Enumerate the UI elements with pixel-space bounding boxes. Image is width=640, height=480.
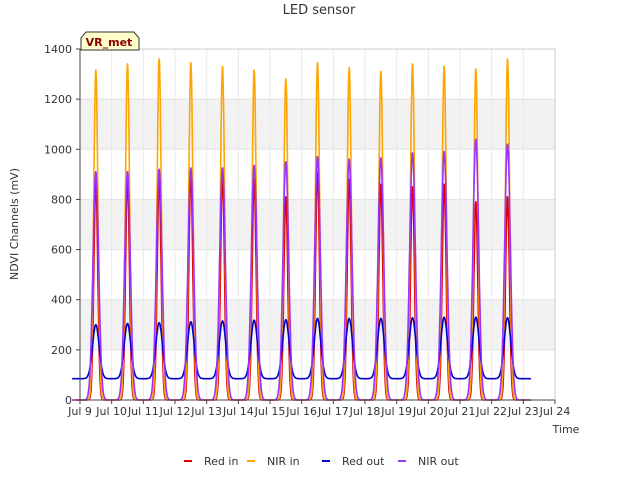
legend-label: Red out [342, 455, 385, 468]
x-tick-label: Jul 19 [380, 405, 412, 418]
data-point [126, 322, 129, 325]
data-point [380, 157, 382, 159]
y-tick-label: 1400 [44, 43, 72, 56]
x-tick-label: Jul 17 [317, 405, 349, 418]
data-point [221, 320, 224, 322]
data-point [285, 161, 287, 163]
series-line [71, 316, 532, 380]
data-point [285, 196, 287, 198]
data-point [285, 318, 287, 321]
x-tick-label: Jul 14 [222, 405, 254, 418]
plot-bands [80, 99, 555, 350]
x-tick-label: Jul 11 [127, 405, 159, 418]
data-point [475, 316, 477, 319]
x-tick-label: Jul 21 [444, 405, 476, 418]
plot-band [80, 199, 555, 250]
y-tick-labels: 0 200 400 600 800 1000 1200 1400 [44, 43, 80, 407]
x-tick-label: Jul 22 [475, 405, 507, 418]
data-point [411, 316, 414, 319]
data-point [411, 186, 414, 188]
data-point [95, 69, 97, 72]
data-point [506, 143, 509, 146]
data-point [158, 321, 160, 324]
y-axis-label: NDVI Channels (mV) [8, 168, 21, 280]
data-point [316, 156, 319, 158]
vr-met-badge: VR_met [80, 31, 140, 51]
data-point [443, 65, 445, 68]
y-tick-label: 1000 [44, 143, 72, 156]
data-point [348, 317, 350, 320]
data-point [380, 70, 382, 73]
data-point [190, 320, 192, 323]
x-tick-label: Jul 13 [190, 405, 222, 418]
data-point [411, 63, 414, 65]
data-point [158, 168, 160, 171]
data-point [316, 61, 319, 64]
x-tick-label: Jul 18 [349, 405, 381, 418]
grid-lines [79, 48, 556, 401]
data-point [443, 316, 445, 319]
badge-label: VR_met [86, 36, 133, 49]
x-axis-label: Time [552, 423, 580, 436]
data-point [253, 69, 255, 72]
y-tick-label: 0 [65, 394, 72, 407]
data-point [380, 183, 382, 186]
data-point [380, 317, 382, 320]
data-point [443, 183, 445, 186]
x-tick-label: Jul 24 [539, 405, 571, 418]
x-tick-labels: Jul 9 Jul 10 Jul 11 Jul 12 Jul 13 Jul 14 Jul 1… [67, 400, 570, 418]
data-point [221, 65, 224, 68]
data-point [126, 63, 129, 65]
x-tick-label: Jul 12 [159, 405, 191, 418]
data-point [506, 316, 509, 319]
plot-band [80, 299, 555, 350]
data-point [158, 58, 160, 60]
legend-label: NIR out [418, 455, 459, 468]
data-point [411, 152, 414, 154]
data-point [316, 317, 319, 320]
y-tick-label: 1200 [44, 93, 72, 106]
data-point [253, 164, 255, 167]
data-point [348, 67, 350, 69]
y-tick-label: 800 [51, 193, 72, 206]
data-point [253, 319, 255, 322]
legend-label: Red in [204, 455, 238, 468]
badge-shape [80, 31, 140, 51]
x-tick-label: Jul 16 [285, 405, 317, 418]
data-point [190, 167, 192, 169]
data-point [190, 61, 192, 64]
y-tick-label: 200 [51, 344, 72, 357]
legend: Red in NIR in Red out NIR out [184, 455, 459, 468]
data-point [475, 68, 477, 70]
y-tick-label: 600 [51, 244, 72, 257]
legend-label: NIR in [267, 455, 300, 468]
data-point [506, 58, 509, 60]
x-tick-label: Jul 10 [95, 405, 127, 418]
data-point [95, 323, 97, 326]
data-point [221, 167, 224, 169]
data-point [443, 150, 445, 153]
x-tick-label: Jul 23 [507, 405, 539, 418]
y-tick-label: 400 [51, 294, 72, 307]
data-point [285, 78, 287, 80]
data-point [475, 201, 477, 203]
x-tick-label: Jul 9 [67, 405, 92, 418]
data-point [95, 171, 97, 173]
plot-band [80, 99, 555, 150]
chart-title: LED sensor [283, 3, 356, 18]
data-point [126, 171, 129, 173]
x-tick-label: Jul 15 [254, 405, 286, 418]
data-point [475, 138, 477, 141]
x-tick-label: Jul 20 [412, 405, 444, 418]
data-point [506, 196, 509, 198]
data-point [348, 158, 350, 161]
